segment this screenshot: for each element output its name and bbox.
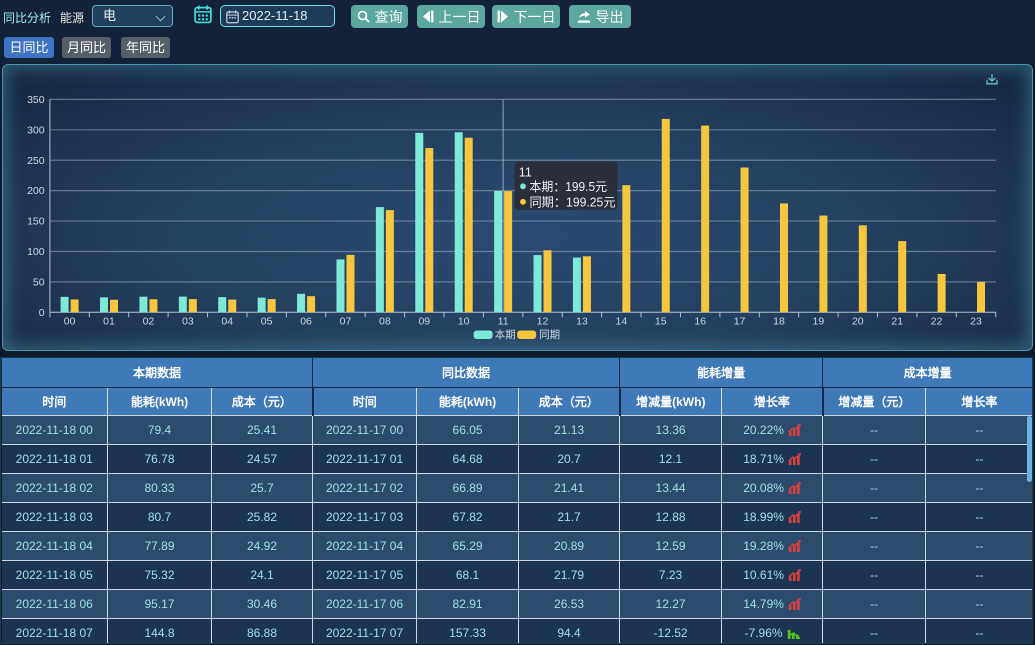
- svg-text:09: 09: [418, 315, 430, 327]
- svg-text:07: 07: [340, 315, 352, 327]
- svg-text:350: 350: [27, 94, 45, 106]
- svg-text:同期：199.25元: 同期：199.25元: [530, 195, 616, 209]
- svg-text:13: 13: [576, 315, 588, 327]
- svg-text:50: 50: [33, 276, 45, 288]
- svg-text:03: 03: [182, 315, 194, 327]
- svg-text:01: 01: [103, 315, 115, 327]
- svg-text:08: 08: [379, 315, 391, 327]
- svg-text:300: 300: [27, 124, 45, 136]
- svg-text:10: 10: [458, 315, 470, 327]
- svg-text:12: 12: [537, 315, 549, 327]
- svg-text:同期: 同期: [539, 329, 560, 341]
- svg-text:100: 100: [27, 246, 45, 258]
- svg-text:19: 19: [813, 315, 825, 327]
- svg-text:250: 250: [27, 155, 45, 167]
- svg-text:06: 06: [300, 315, 312, 327]
- svg-text:05: 05: [261, 315, 273, 327]
- svg-text:21: 21: [891, 315, 903, 327]
- svg-text:14: 14: [615, 315, 627, 327]
- svg-text:11: 11: [498, 315, 509, 327]
- svg-text:22: 22: [931, 315, 943, 327]
- svg-text:0: 0: [39, 307, 45, 319]
- svg-text:23: 23: [970, 315, 982, 327]
- svg-text:04: 04: [221, 315, 233, 327]
- svg-text:02: 02: [143, 315, 155, 327]
- svg-text:16: 16: [694, 315, 706, 327]
- svg-text:本期: 本期: [495, 328, 516, 341]
- svg-text:18: 18: [773, 315, 785, 327]
- svg-text:00: 00: [64, 315, 76, 327]
- svg-text:200: 200: [27, 185, 45, 197]
- svg-text:150: 150: [27, 216, 45, 228]
- svg-text:20: 20: [852, 315, 864, 327]
- svg-text:15: 15: [655, 315, 667, 327]
- svg-text:17: 17: [734, 315, 746, 327]
- svg-text:本期：199.5元: 本期：199.5元: [530, 180, 608, 194]
- svg-text:11: 11: [519, 166, 532, 180]
